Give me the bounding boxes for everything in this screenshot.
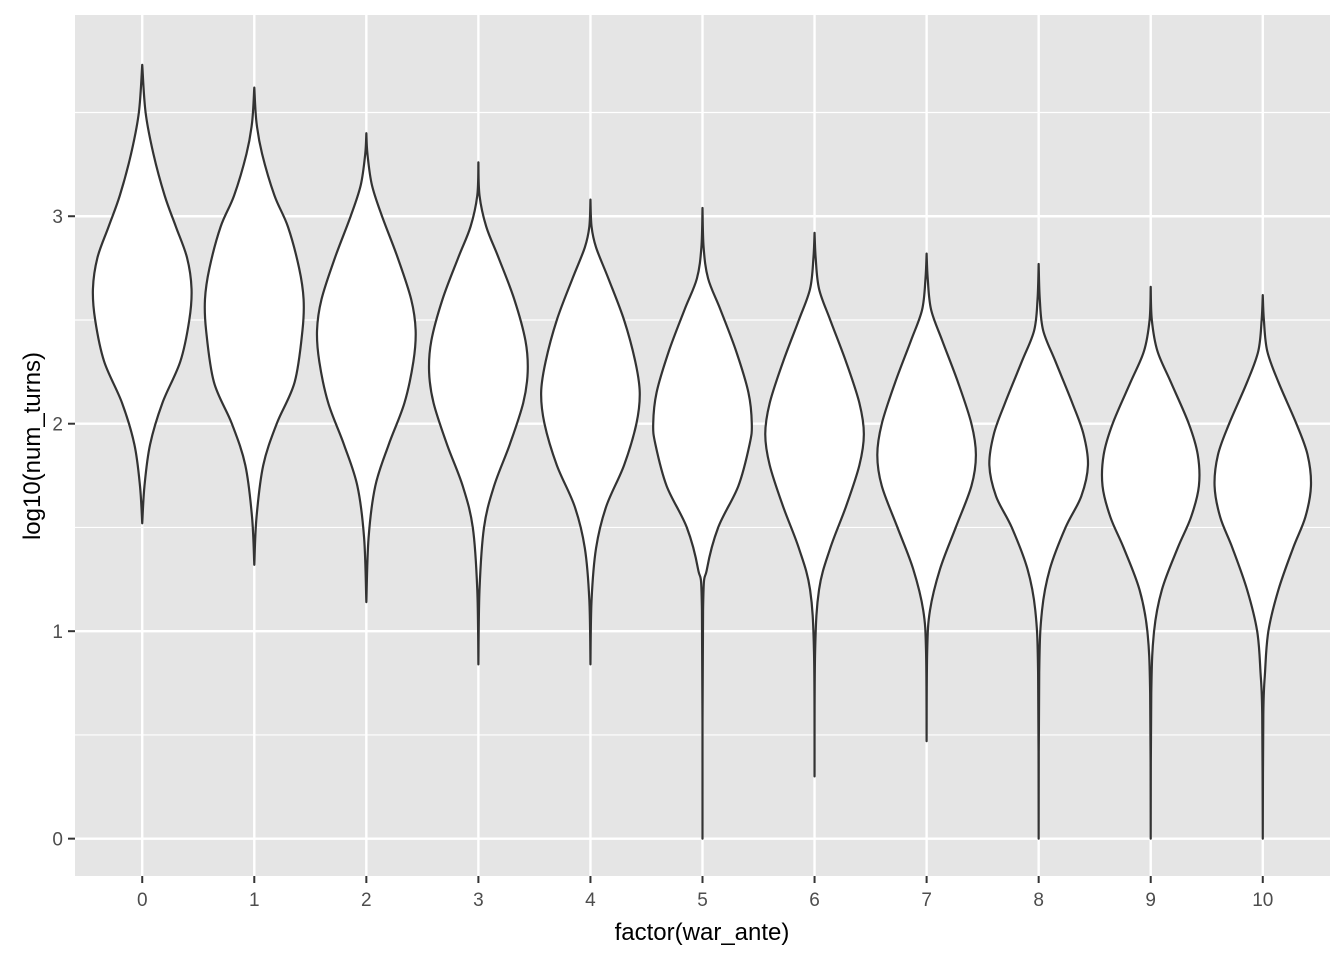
violin-3 [427,161,529,666]
violin-1 [203,86,305,566]
violin-0 [91,63,193,525]
y-tick-label: 1 [52,622,63,643]
x-tick-label: 8 [1033,890,1044,911]
violin-5 [652,206,753,840]
y-tick-label: 2 [52,415,63,436]
violin-6 [764,231,865,778]
x-tick-label: 2 [361,890,372,911]
violin-2 [315,132,417,604]
y-axis-title: log10(num_turns) [19,352,46,540]
x-tick-label: 3 [473,890,484,911]
violin-8 [988,262,1090,840]
x-tick-label: 9 [1145,890,1156,911]
violin-4 [540,198,641,666]
x-tick-label: 10 [1252,890,1273,911]
violin-9 [1100,285,1201,840]
x-axis-title: factor(war_ante) [615,919,790,946]
violin-7 [876,252,978,743]
y-tick-label: 0 [52,830,63,851]
x-tick-label: 0 [137,890,148,911]
x-tick-label: 7 [921,890,932,911]
axes: 0 1 2 3 0 1 2 3 4 5 6 7 8 9 10 [52,207,1273,911]
x-tick-label: 6 [809,890,820,911]
violin-10 [1213,293,1313,840]
x-tick-label: 1 [249,890,260,911]
y-tick-label: 3 [52,207,63,228]
violins [91,63,1313,840]
x-tick-label: 5 [697,890,708,911]
x-tick-label: 4 [585,890,596,911]
